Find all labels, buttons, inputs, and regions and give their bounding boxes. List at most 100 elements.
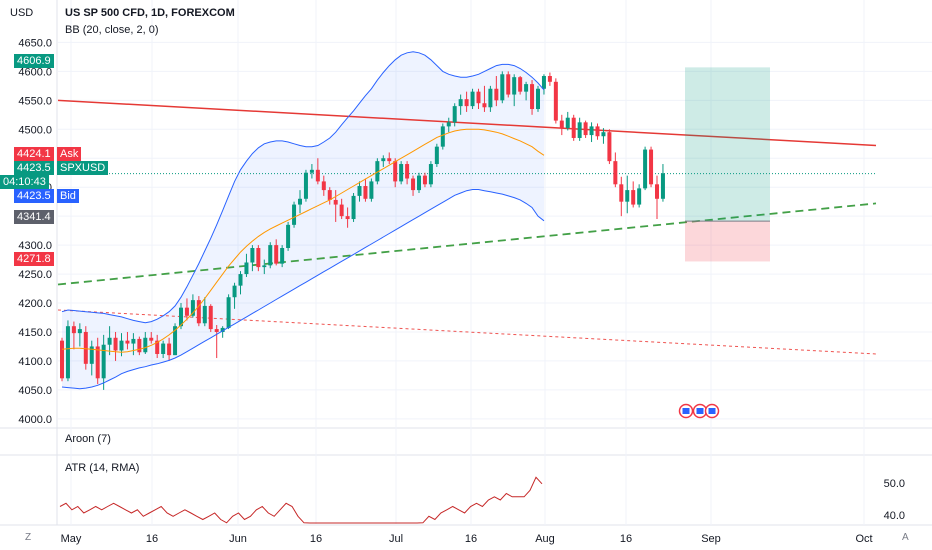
- price-tick-label: 4250.0: [18, 269, 52, 281]
- flag-icon: [708, 408, 716, 414]
- price-axis: 4000.0 4050.0 4100.0 4150.0 4200.0 4250.0 4300…: [18, 37, 52, 425]
- bollinger-basis-line: [61, 128, 545, 353]
- candle-body: [411, 178, 416, 191]
- candle-body: [274, 245, 279, 264]
- candle-body: [530, 84, 535, 110]
- symbol-tag: SPXUSD: [57, 161, 109, 175]
- candle-body: [238, 274, 243, 286]
- time-tick-label: Oct: [855, 533, 872, 545]
- auto-scale-button[interactable]: A: [902, 532, 909, 543]
- price-tick-label: 4600.0: [18, 66, 52, 78]
- trend-lines: [57, 99, 877, 355]
- candle-body: [77, 329, 82, 334]
- candle-body: [613, 161, 618, 185]
- ask-price-tag: 4424.1: [14, 147, 54, 161]
- time-axis: May 16 Jun 16 Jul 16 Aug 16 Sep Oct: [61, 533, 873, 545]
- candle-body: [339, 204, 344, 217]
- candle-body: [363, 186, 368, 199]
- aroon-indicator-label[interactable]: Aroon (7): [65, 433, 111, 445]
- candle-body: [167, 343, 172, 356]
- candle-body: [434, 146, 439, 165]
- candle-body: [303, 172, 308, 199]
- candle-body: [571, 117, 576, 138]
- candle-body: [518, 77, 523, 92]
- chart-title[interactable]: US SP 500 CFD, 1D, FOREXCOM: [65, 7, 235, 19]
- candle-body: [83, 331, 88, 364]
- price-tick-label: 4050.0: [18, 385, 52, 397]
- candle-body: [226, 297, 231, 328]
- candle-body: [149, 337, 154, 341]
- bollinger-upper-line: [61, 51, 545, 324]
- candle-body: [298, 198, 302, 205]
- candle-body: [619, 184, 624, 202]
- tp-price-tag: 4606.9: [14, 54, 54, 68]
- candle-body: [95, 346, 100, 379]
- bid-label-tag: Bid: [57, 189, 79, 203]
- candle-body: [184, 307, 189, 316]
- price-tick-label: 4150.0: [18, 327, 52, 339]
- candle-body: [440, 126, 445, 147]
- candle-body: [387, 158, 392, 162]
- bollinger-fill: [62, 51, 544, 389]
- candle-body: [577, 122, 582, 138]
- bid-price-tag: 4423.5: [14, 189, 54, 203]
- candle-body: [131, 338, 136, 344]
- candle-body: [601, 132, 606, 137]
- candle-body: [381, 158, 386, 162]
- flag-icon: [682, 408, 690, 414]
- candles: [60, 71, 665, 390]
- candle-body: [464, 99, 469, 107]
- candle-body: [625, 190, 630, 202]
- candle-body: [208, 305, 213, 330]
- candle-body: [232, 285, 237, 298]
- candle-body: [524, 84, 529, 92]
- candle-body: [268, 245, 273, 266]
- candle-body: [220, 327, 225, 332]
- time-tick-label: Jul: [389, 533, 403, 545]
- candle-body: [119, 340, 124, 351]
- bollinger-lower-line: [61, 189, 545, 390]
- time-tick-label: 16: [146, 533, 158, 545]
- ask-label-tag: Ask: [57, 147, 82, 161]
- candle-body: [476, 91, 481, 104]
- candle-body: [541, 76, 546, 89]
- countdown-tag: 04:10:43: [0, 175, 49, 189]
- candle-body: [405, 164, 410, 179]
- candle-body: [559, 120, 564, 129]
- price-tick-label: 4500.0: [18, 124, 52, 136]
- candle-body: [565, 117, 570, 129]
- time-tick-label: Jun: [229, 533, 247, 545]
- grid: [0, 0, 932, 526]
- candle-body: [179, 307, 183, 327]
- candle-body: [143, 337, 148, 353]
- candle-body: [256, 248, 261, 268]
- candle-body: [631, 190, 636, 205]
- candle-body: [470, 91, 475, 107]
- event-markers: [678, 403, 720, 419]
- candle-body: [315, 169, 320, 182]
- bb-indicator-label[interactable]: BB (20, close, 2, 0): [65, 24, 159, 36]
- atr-tick-label: 40.0: [884, 510, 905, 522]
- candle-body: [89, 346, 94, 364]
- candle-body: [161, 343, 166, 354]
- zoom-corner-button[interactable]: Z: [25, 532, 32, 543]
- atr-indicator-label[interactable]: ATR (14, RMA): [65, 462, 140, 474]
- candle-body: [452, 106, 457, 123]
- candle-body: [500, 74, 505, 101]
- candle-body: [649, 149, 654, 185]
- support-line: [57, 202, 877, 286]
- candle-body: [607, 132, 612, 162]
- candle-body: [428, 164, 433, 185]
- candle-body: [393, 161, 398, 182]
- position-tool: [685, 67, 770, 262]
- candle-body: [345, 216, 350, 220]
- time-tick-label: 16: [465, 533, 477, 545]
- candle-body: [595, 126, 600, 137]
- candle-body: [137, 338, 142, 353]
- lower-trend-line: [57, 309, 877, 355]
- candle-body: [589, 126, 594, 136]
- sl-price-tag: 4271.8: [14, 252, 54, 266]
- loss-zone: [685, 221, 770, 262]
- price-tick-label: 4100.0: [18, 356, 52, 368]
